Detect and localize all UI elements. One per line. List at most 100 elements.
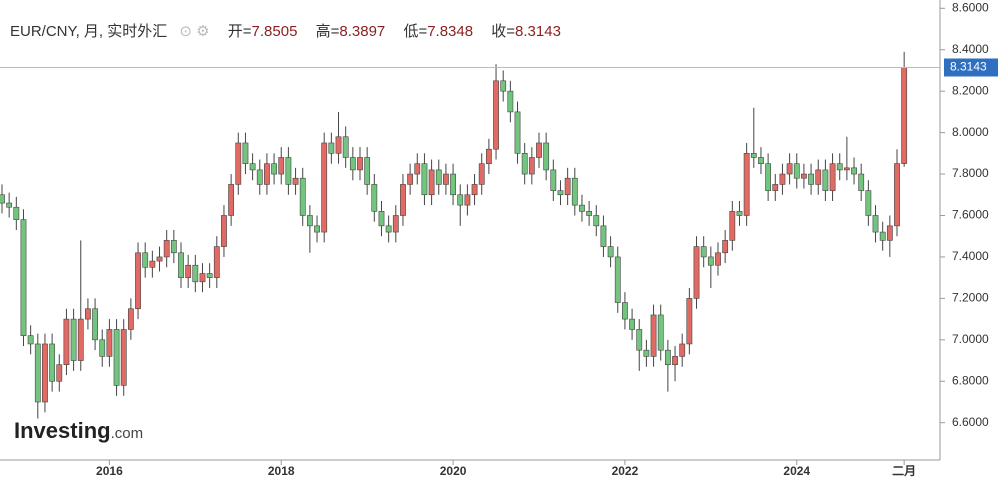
candle-body [758, 157, 764, 164]
candle-body [836, 163, 843, 171]
candle-body [851, 167, 857, 175]
y-tick-label: 8.2000 [952, 83, 989, 97]
candle-body [349, 157, 356, 171]
candle-body [521, 153, 528, 175]
candle-body [622, 302, 628, 320]
candle-body [779, 173, 786, 185]
candle-body [163, 240, 170, 258]
candle-body [106, 329, 113, 357]
y-tick-label: 8.0000 [952, 125, 989, 139]
candle-body [650, 314, 657, 357]
candle-body [464, 194, 471, 206]
candle-body [808, 173, 814, 185]
candle-body [600, 225, 607, 247]
candle-body [221, 215, 227, 247]
candle-body [256, 169, 263, 185]
y-tick-label: 8.6000 [952, 0, 989, 14]
candle-body [858, 173, 865, 191]
header: EUR/CNY, 月, 实时外汇 ⊙ ⚙ 开=7.8505 高=8.3897 低… [6, 18, 579, 43]
candle-body [85, 308, 91, 320]
x-tick-label: 二月 [892, 464, 916, 478]
candle-body [192, 264, 199, 283]
candle-body [715, 252, 721, 266]
chart-title: EUR/CNY, 月, 实时外汇 [10, 23, 168, 40]
candle-body [815, 169, 822, 185]
y-tick-label: 6.6000 [952, 415, 989, 429]
y-tick-label: 8.4000 [952, 42, 989, 56]
candle-body [149, 260, 156, 268]
candle-body [879, 231, 886, 241]
candle-body [113, 329, 120, 386]
candle-body [793, 163, 800, 179]
candle-body [478, 163, 485, 185]
candle-body [485, 148, 492, 164]
candle-body [843, 167, 850, 171]
candle-body [586, 211, 593, 216]
candle-body [70, 318, 77, 361]
x-tick-label: 2018 [268, 464, 295, 478]
candle-body [428, 169, 435, 196]
candle-body [385, 225, 392, 233]
candle-body [56, 364, 63, 382]
x-tick-label: 2024 [783, 464, 810, 478]
candle-body [306, 215, 313, 227]
candle-body [27, 335, 34, 345]
ohlc-label: 低= [403, 23, 428, 40]
candle-body [629, 318, 635, 330]
candle-body [579, 204, 585, 212]
candle-body [514, 111, 521, 154]
candle-body [335, 136, 342, 154]
candle-body [643, 349, 650, 357]
ohlc-label: 高= [315, 23, 340, 40]
candle-body [528, 157, 535, 175]
candle-body [686, 298, 693, 345]
candle-body [564, 177, 571, 196]
candle-body [607, 246, 614, 258]
header-icons[interactable]: ⊙ ⚙ [179, 23, 210, 40]
candle-body [421, 163, 428, 196]
candle-body [700, 246, 707, 258]
y-tick-label: 7.8000 [952, 166, 989, 180]
candle-body [707, 256, 714, 266]
candle-body [235, 142, 242, 185]
candle-body [493, 80, 499, 150]
ohlc-value: 7.8348 [427, 23, 474, 40]
ohlc-value: 7.8505 [251, 23, 298, 40]
candle-body [901, 67, 908, 164]
candle-body [550, 169, 557, 191]
candle-body [443, 173, 449, 185]
last-price-label: 8.3143 [950, 60, 987, 74]
candle-body [736, 211, 743, 216]
y-tick-label: 7.6000 [952, 208, 989, 222]
candle-body [500, 80, 507, 92]
candle-body [894, 163, 900, 227]
candle-body [34, 343, 41, 403]
candle-body [92, 308, 98, 341]
candle-body [593, 215, 600, 227]
candle-body [0, 194, 5, 204]
candle-body [178, 252, 184, 278]
candle-body [206, 273, 213, 278]
candle-body [886, 225, 893, 241]
candle-body [679, 343, 686, 357]
candle-body [407, 173, 414, 185]
candle-body [199, 273, 206, 283]
candle-body [664, 349, 671, 365]
x-tick-label: 2016 [96, 464, 123, 478]
candle-body [536, 142, 542, 158]
candle-body [299, 177, 306, 216]
ohlc-label: 收= [491, 23, 516, 40]
candle-body [872, 215, 879, 233]
candle-body [614, 256, 621, 303]
candle-body [722, 240, 729, 254]
candle-body [99, 339, 106, 357]
candle-body [49, 343, 56, 382]
candle-body [865, 190, 872, 216]
watermark-text: .com [110, 425, 144, 442]
candle-body [156, 256, 163, 262]
candle-body [213, 246, 220, 278]
candle-body [42, 343, 48, 403]
candle-body [278, 157, 285, 175]
